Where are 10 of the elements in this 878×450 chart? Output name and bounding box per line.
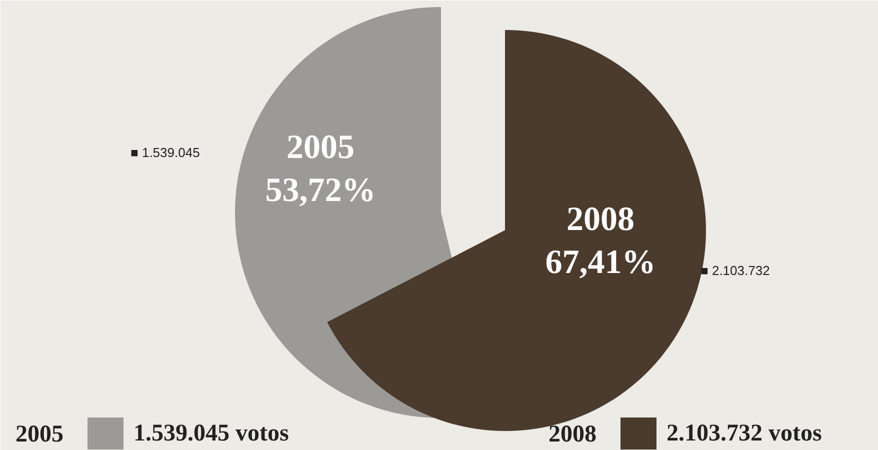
- text: 2.103.732 votos: [666, 420, 822, 446]
- legend-label: 2005: [16, 422, 64, 448]
- legend-label: 2008: [548, 422, 596, 448]
- text: ■ 1.539.045: [130, 145, 200, 160]
- text: ■ 2.103.732: [700, 263, 770, 278]
- data-label: 67,41%: [545, 244, 656, 281]
- text: 1.539.045 votos: [134, 420, 289, 446]
- slice-label: 2008: [566, 201, 634, 238]
- slice-label: 2005: [286, 129, 354, 166]
- data-label: 53,72%: [265, 172, 376, 209]
